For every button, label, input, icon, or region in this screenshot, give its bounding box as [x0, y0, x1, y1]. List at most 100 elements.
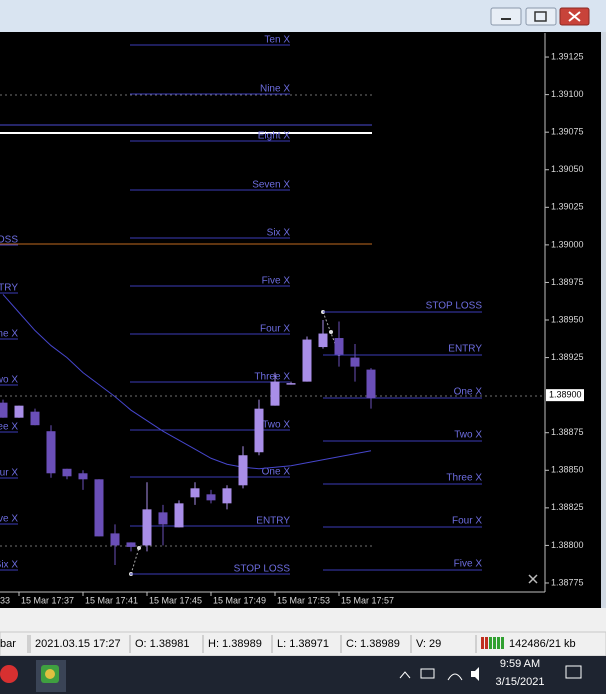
x-tick-label: 15 Mar 17:57 [341, 595, 394, 605]
level-label: ENTRY [256, 516, 290, 527]
y-tick-label: 1.38925 [551, 352, 584, 362]
level-label: STOP LOSS [426, 301, 483, 312]
candle-body [350, 357, 360, 367]
level-label: Ten X [264, 35, 290, 46]
candle-body [366, 369, 376, 399]
trade-line [130, 547, 140, 575]
candle-body [46, 431, 56, 474]
status-bar [0, 631, 606, 657]
traffic-bar [501, 637, 504, 649]
y-tick-label: 1.38850 [551, 465, 584, 475]
y-tick-label: 1.38800 [551, 540, 584, 550]
minimize-button[interactable] [490, 7, 522, 26]
status-item: O: 1.38981 [135, 638, 189, 650]
taskbar [0, 656, 606, 694]
candle-body [30, 411, 40, 426]
level-label: One X [454, 387, 483, 398]
candle-body [254, 408, 264, 453]
expert-icon [528, 574, 538, 584]
wifi-icon[interactable] [447, 673, 463, 681]
y-tick-label: 1.39075 [551, 127, 584, 137]
status-item: C: 1.38989 [346, 638, 400, 650]
level-label: Four X [260, 324, 290, 335]
maximize-button[interactable] [525, 7, 557, 26]
tray-arrow[interactable] [399, 671, 411, 679]
status-item: 2021.03.15 17:27 [35, 638, 121, 650]
traffic-bar [497, 637, 500, 649]
level-label: Five X [262, 276, 291, 287]
level-label: OSS [0, 235, 18, 246]
y-tick-label: 1.39000 [551, 239, 584, 249]
app-icon-dot [45, 669, 55, 679]
bid-box [546, 389, 584, 402]
candle-body [14, 405, 24, 418]
status-item: L: 1.38971 [277, 638, 329, 650]
moving-average [2, 294, 372, 470]
x-tick-label: 15 Mar 17:53 [277, 595, 330, 605]
clock-date[interactable]: 3/15/2021 [496, 676, 545, 688]
candle-body [190, 488, 200, 498]
status-item: V: 29 [416, 638, 441, 650]
candle-body [286, 383, 296, 385]
candle-body [142, 509, 152, 546]
level-label: Eight X [258, 131, 291, 142]
level-label: Four X [452, 516, 482, 527]
traffic-bar [489, 637, 492, 649]
x-tick-label: 15 Mar 17:41 [85, 595, 138, 605]
level-label: Nine X [260, 84, 290, 95]
candle-body [318, 333, 328, 348]
level-label: Two X [262, 420, 290, 431]
level-label: ENTRY [448, 344, 482, 355]
level-label: wo X [0, 375, 18, 386]
candle-body [334, 338, 344, 355]
x-tick-label: 15 Mar 17:37 [21, 595, 74, 605]
y-tick-label: 1.38775 [551, 577, 584, 587]
maximize-icon [534, 11, 547, 22]
candle-body [94, 479, 104, 537]
level-label: ive X [0, 514, 18, 525]
trade-marker [329, 330, 333, 334]
y-tick-label: 1.38875 [551, 427, 584, 437]
candle-body [206, 494, 216, 501]
level-label: One X [262, 467, 291, 478]
y-tick-label: 1.38825 [551, 502, 584, 512]
x-tick-label: 15 Mar 17:45 [149, 595, 202, 605]
candle-body [238, 455, 248, 486]
start-app-icon[interactable] [0, 665, 18, 683]
level-label: our X [0, 468, 18, 479]
y-tick-label: 1.39025 [551, 202, 584, 212]
traffic-text: 142486/21 kb [509, 638, 576, 650]
level-label: Six X [0, 560, 18, 571]
status-item: H: 1.38989 [208, 638, 262, 650]
candle-body [62, 468, 72, 477]
chart-area [0, 32, 601, 608]
level-label: ee X [0, 422, 18, 433]
candle-body [126, 542, 136, 547]
level-label: Seven X [252, 180, 290, 191]
notification-icon[interactable] [565, 665, 582, 679]
level-label: Three X [254, 372, 290, 383]
level-label: Six X [267, 228, 291, 239]
speaker-icon[interactable] [471, 667, 479, 681]
level-label: STOP LOSS [234, 564, 291, 575]
candle-body [174, 503, 184, 528]
y-tick-label: 1.39125 [551, 51, 584, 61]
battery-icon[interactable] [420, 668, 435, 679]
traffic-bar [485, 637, 488, 649]
trade-marker [137, 546, 141, 550]
status-item: bar [0, 638, 16, 650]
level-label: ne X [0, 329, 18, 340]
candle-body [270, 381, 280, 406]
x-tick-label: 33 [0, 595, 10, 605]
x-tick-label: 15 Mar 17:49 [213, 595, 266, 605]
candle-body [158, 512, 168, 525]
clock-time[interactable]: 9:59 AM [500, 658, 540, 670]
candle-body [302, 339, 312, 382]
level-label: Two X [454, 430, 482, 441]
close-icon [568, 11, 581, 22]
level-label: NTRY [0, 283, 18, 294]
y-tick-label: 1.38975 [551, 277, 584, 287]
candle-body [78, 473, 88, 480]
traffic-bar [493, 637, 496, 649]
